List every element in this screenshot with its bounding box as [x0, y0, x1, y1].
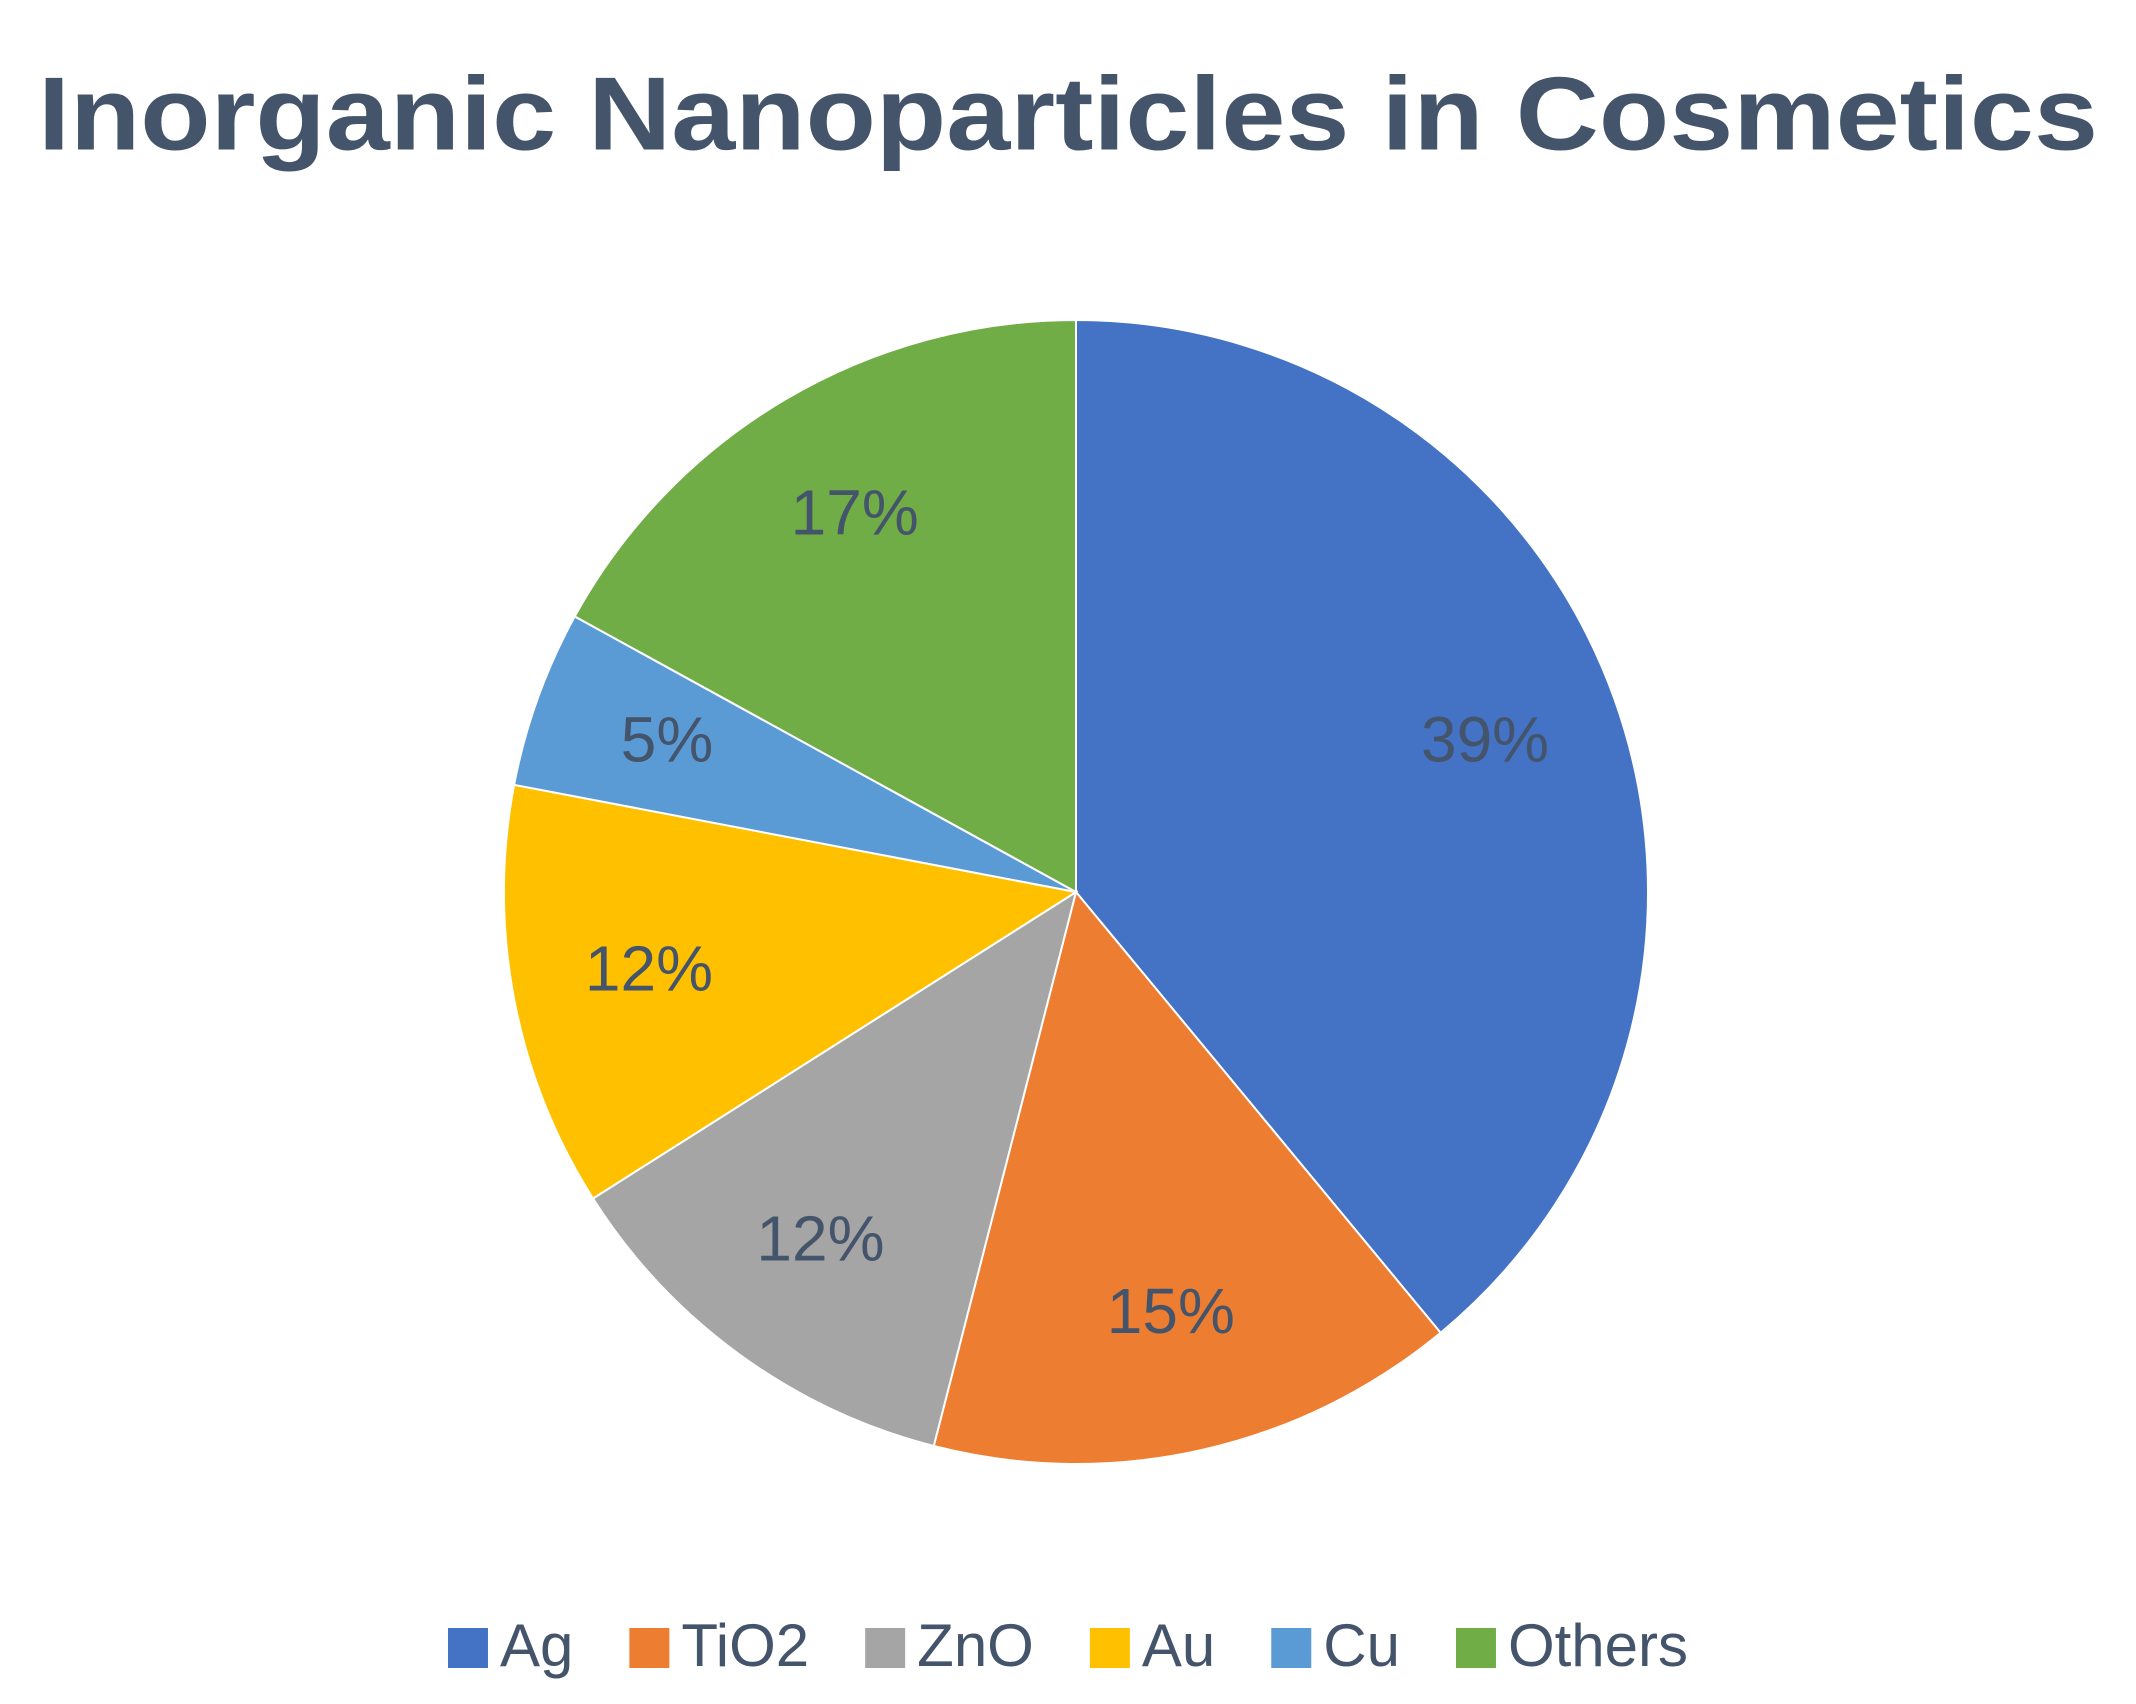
chart-title: Inorganic Nanoparticles in Cosmetics — [38, 56, 2098, 172]
pie-slice — [591, 889, 1078, 1448]
legend-swatch — [865, 1628, 906, 1668]
legend-swatch — [1271, 1628, 1312, 1668]
pie-slice — [932, 889, 1443, 1465]
pie-slice — [573, 318, 1077, 894]
legend-label: ZnO — [917, 1612, 1034, 1679]
data-label: 15% — [1107, 1275, 1235, 1347]
legend-swatch — [1455, 1628, 1496, 1668]
legend-label: Au — [1142, 1612, 1215, 1679]
legend-swatch — [447, 1628, 488, 1668]
data-label: 17% — [791, 477, 919, 549]
legend-label: Ag — [500, 1612, 573, 1679]
pie-slice — [512, 615, 1077, 893]
legend-swatch — [1089, 1628, 1130, 1668]
legend: Ag TiO2 ZnO Au Cu Others — [447, 1612, 1688, 1679]
data-label: 12% — [585, 932, 713, 1004]
data-label: 39% — [1421, 704, 1549, 776]
legend-label: Others — [1508, 1612, 1688, 1679]
pie-slice — [503, 783, 1079, 1200]
legend-label: Cu — [1323, 1612, 1400, 1679]
legend-label: TiO2 — [681, 1612, 809, 1679]
pie-slice — [1075, 318, 1649, 1335]
data-label: 12% — [756, 1203, 884, 1275]
legend-swatch — [629, 1628, 670, 1668]
data-label: 5% — [621, 704, 714, 776]
